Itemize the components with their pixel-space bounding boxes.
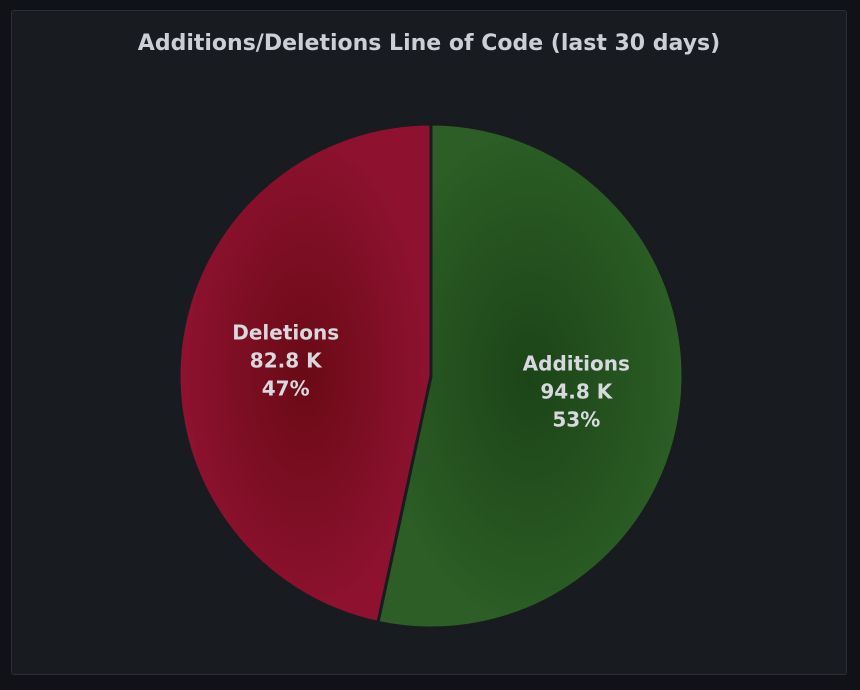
slice-label-additions-value: 94.8 K — [540, 380, 613, 404]
slice-label-additions-percent: 53% — [552, 408, 600, 432]
pie-slice-additions[interactable] — [376, 122, 685, 630]
slice-label-deletions-name: Deletions — [232, 321, 339, 345]
pie-slice-deletions[interactable] — [177, 122, 433, 624]
slice-label-deletions-value: 82.8 K — [250, 349, 323, 373]
slice-label-additions-name: Additions — [523, 352, 630, 376]
slice-label-deletions-percent: 47% — [262, 377, 310, 401]
panel-title: Additions/Deletions Line of Code (last 3… — [137, 31, 721, 56]
